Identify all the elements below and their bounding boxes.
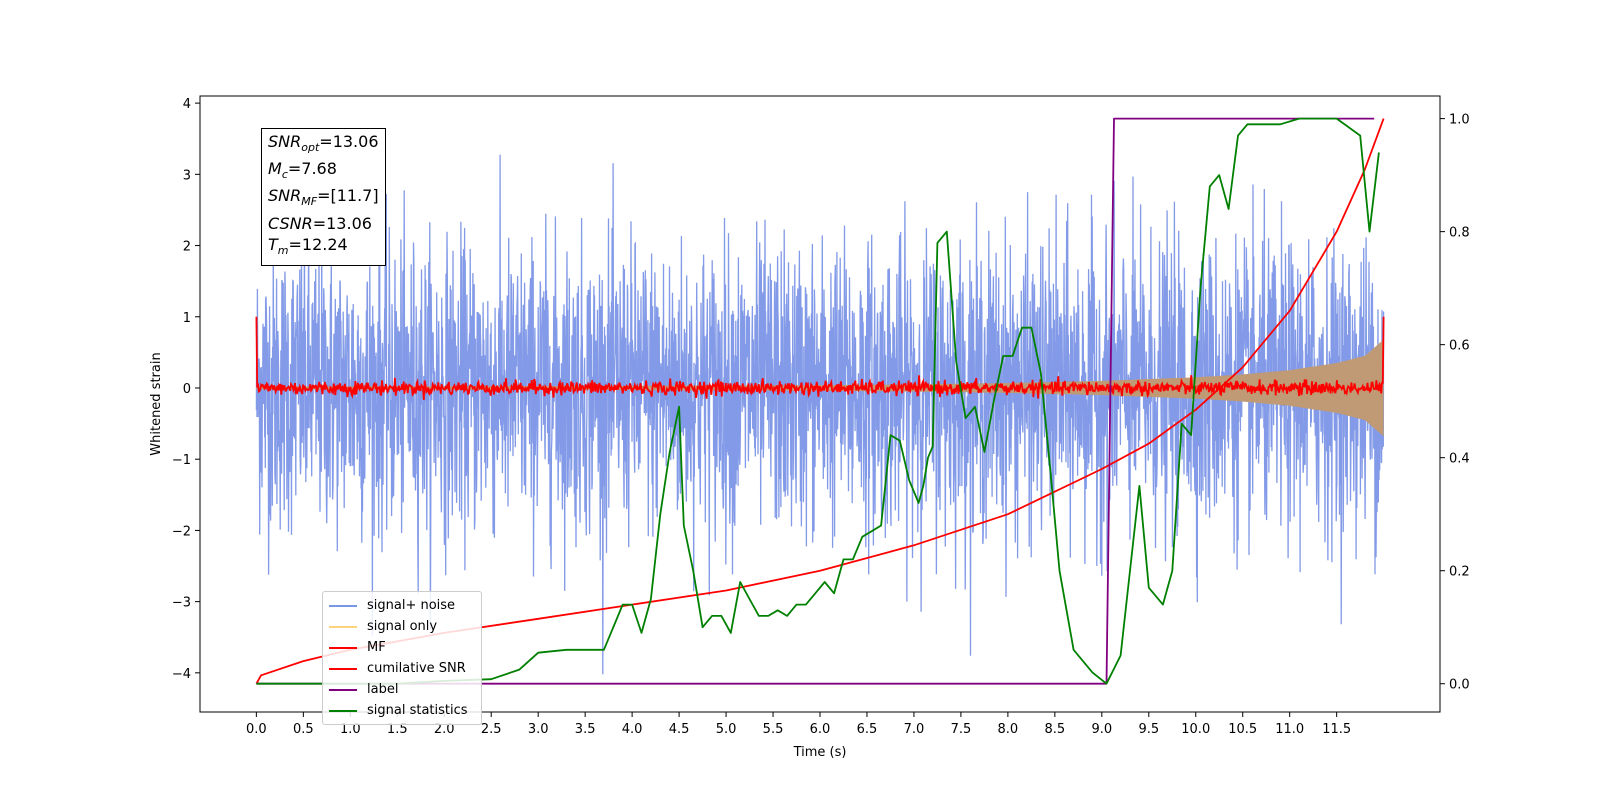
x-tick-label: 11.5	[1322, 722, 1351, 737]
x-tick-label: 9.5	[1138, 722, 1159, 737]
x-tick-label: 2.5	[481, 722, 502, 737]
annotation-snr-mf: SNRMF=[11.7]	[268, 186, 379, 209]
y-right-tick-label: 0.6	[1449, 339, 1470, 354]
x-tick-label: 1.5	[387, 722, 408, 737]
legend: signal+ noise signal only MF cumilative …	[322, 591, 482, 725]
y-right-tick-label: 0.8	[1449, 226, 1470, 241]
y-tick-label: 4	[183, 97, 191, 112]
y-tick-label: 2	[183, 240, 191, 255]
legend-swatch	[329, 709, 357, 712]
series-signal-noise	[255, 154, 1385, 675]
x-tick-label: 5.0	[716, 722, 737, 737]
legend-item-cumulative-snr: cumilative SNR	[323, 658, 481, 679]
x-tick-label: 7.0	[904, 722, 925, 737]
x-axis-label: Time (s)	[793, 745, 847, 760]
legend-label: label	[367, 682, 399, 697]
x-tick-label: 6.0	[810, 722, 831, 737]
x-tick-label: 8.5	[1045, 722, 1066, 737]
x-tick-label: 2.0	[434, 722, 455, 737]
legend-swatch	[329, 625, 357, 628]
legend-label: MF	[367, 640, 386, 655]
y-tick-label: −1	[172, 453, 191, 468]
x-tick-label: 11.0	[1275, 722, 1304, 737]
y-right-tick-label: 0.2	[1449, 565, 1470, 580]
annotation-csnr: CSNR=13.06	[268, 213, 372, 233]
x-tick-label: 0.0	[246, 722, 267, 737]
y-right-tick-label: 0.0	[1449, 678, 1470, 693]
series-mf	[255, 316, 1385, 401]
legend-item-signal-only: signal only	[323, 616, 481, 637]
legend-label: signal+ noise	[367, 598, 456, 613]
legend-item-signal-statistics: signal statistics	[323, 700, 481, 721]
y-tick-label: −3	[172, 596, 191, 611]
y-right-tick-label: 1.0	[1449, 113, 1470, 128]
legend-item-label: label	[323, 679, 481, 700]
y-axis-left: 4 3 2 1 0 −1 −2 −3 −4	[172, 97, 200, 682]
x-tick-label: 4.0	[622, 722, 643, 737]
x-tick-label: 8.0	[998, 722, 1019, 737]
x-tick-label: 0.5	[293, 722, 314, 737]
x-tick-label: 3.5	[575, 722, 596, 737]
x-tick-label: 5.5	[763, 722, 784, 737]
legend-label: signal only	[367, 619, 438, 634]
x-tick-label: 10.5	[1228, 722, 1257, 737]
legend-label: cumilative SNR	[367, 661, 466, 676]
annotation-box: SNRopt=13.06 Mc=7.68 SNRMF=[11.7] CSNR=1…	[261, 128, 386, 266]
legend-swatch	[329, 646, 357, 649]
x-tick-label: 4.5	[669, 722, 690, 737]
legend-label: signal statistics	[367, 703, 468, 718]
y-tick-label: −4	[172, 667, 191, 682]
x-tick-label: 7.5	[951, 722, 972, 737]
legend-swatch	[329, 604, 357, 607]
x-tick-label: 9.0	[1091, 722, 1112, 737]
y-right-tick-label: 0.4	[1449, 452, 1470, 467]
annotation-tm: Tm=12.24	[268, 234, 348, 257]
x-tick-label: 6.5	[857, 722, 878, 737]
y-tick-label: 1	[183, 311, 191, 326]
legend-item-signal-noise: signal+ noise	[323, 595, 481, 616]
series-label	[256, 117, 1375, 685]
legend-swatch	[329, 667, 357, 670]
annotation-mc: Mc=7.68	[268, 159, 337, 182]
y-tick-label: 3	[183, 168, 191, 183]
annotation-snr-opt: SNRopt=13.06	[268, 132, 379, 155]
legend-swatch	[329, 688, 357, 691]
series-signal-statistics	[256, 117, 1380, 685]
x-tick-label: 1.0	[340, 722, 361, 737]
y-axis-right: 1.0 0.8 0.6 0.4 0.2 0.0	[1440, 113, 1470, 693]
x-tick-label: 10.0	[1181, 722, 1210, 737]
y-tick-label: 0	[183, 382, 191, 397]
legend-item-mf: MF	[323, 637, 481, 658]
x-axis: 0.0 0.5 1.0 1.5 2.0 2.5 3.0 3.5 4.0 4.5 5.0 5.5 6.0 6…	[246, 712, 1351, 737]
y-tick-label: −2	[172, 524, 191, 539]
x-tick-label: 3.0	[528, 722, 549, 737]
y-axis-label: Whitened strain	[149, 352, 164, 455]
